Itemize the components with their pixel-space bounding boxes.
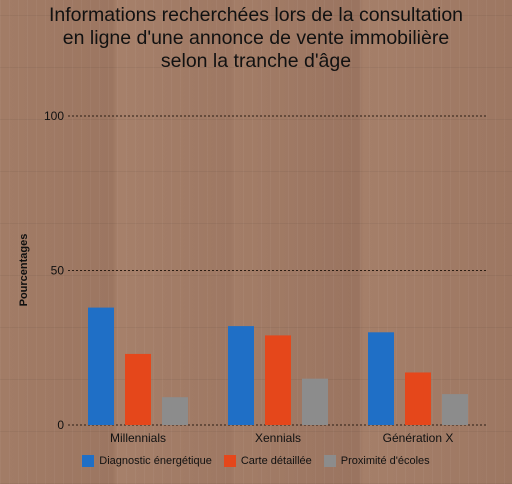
legend-item[interactable]: Carte détaillée: [223, 455, 312, 467]
category-label: Xennials: [255, 431, 301, 445]
y-tick-labels: 0 50 100: [44, 109, 64, 432]
category-labels: Millennials Xennials Génération X: [110, 431, 453, 445]
chart-title-line-3: selon la tranche d'âge: [160, 50, 352, 72]
legend-label: Carte détaillée: [240, 455, 312, 467]
bar-chart: 0 50 100 Millennials Xennials Génération X P…: [18, 109, 488, 445]
bar: [302, 378, 328, 425]
y-tick-label: 0: [57, 418, 64, 432]
category-label: Génération X: [383, 431, 454, 445]
legend-label: Diagnostic énergétique: [99, 455, 212, 467]
bars: [88, 307, 468, 425]
chart-title: Informations recherchées lors de la cons…: [0, 4, 512, 73]
bar: [228, 326, 254, 425]
bar: [88, 307, 114, 425]
bar: [265, 335, 291, 425]
y-axis-label: Pourcentages: [18, 234, 30, 307]
bar: [162, 397, 188, 425]
bar: [442, 394, 468, 425]
bar: [405, 372, 431, 425]
legend-swatch: [82, 455, 95, 467]
bar: [125, 353, 151, 425]
legend: Diagnostic énergétique Carte détaillée Pro…: [0, 455, 512, 467]
legend-swatch: [323, 455, 336, 467]
legend-item[interactable]: Proximité d'écoles: [323, 455, 430, 467]
y-tick-label: 100: [44, 109, 64, 123]
legend-label: Proximité d'écoles: [340, 455, 430, 467]
chart-title-line-1: Informations recherchées lors de la cons…: [48, 4, 464, 26]
category-label: Millennials: [110, 431, 166, 445]
legend-item[interactable]: Diagnostic énergétique: [82, 455, 212, 467]
bar: [368, 332, 394, 425]
y-tick-label: 50: [51, 264, 65, 278]
chart-title-line-2: en ligne d'une annonce de vente immobili…: [62, 27, 450, 49]
legend-swatch: [223, 455, 236, 467]
